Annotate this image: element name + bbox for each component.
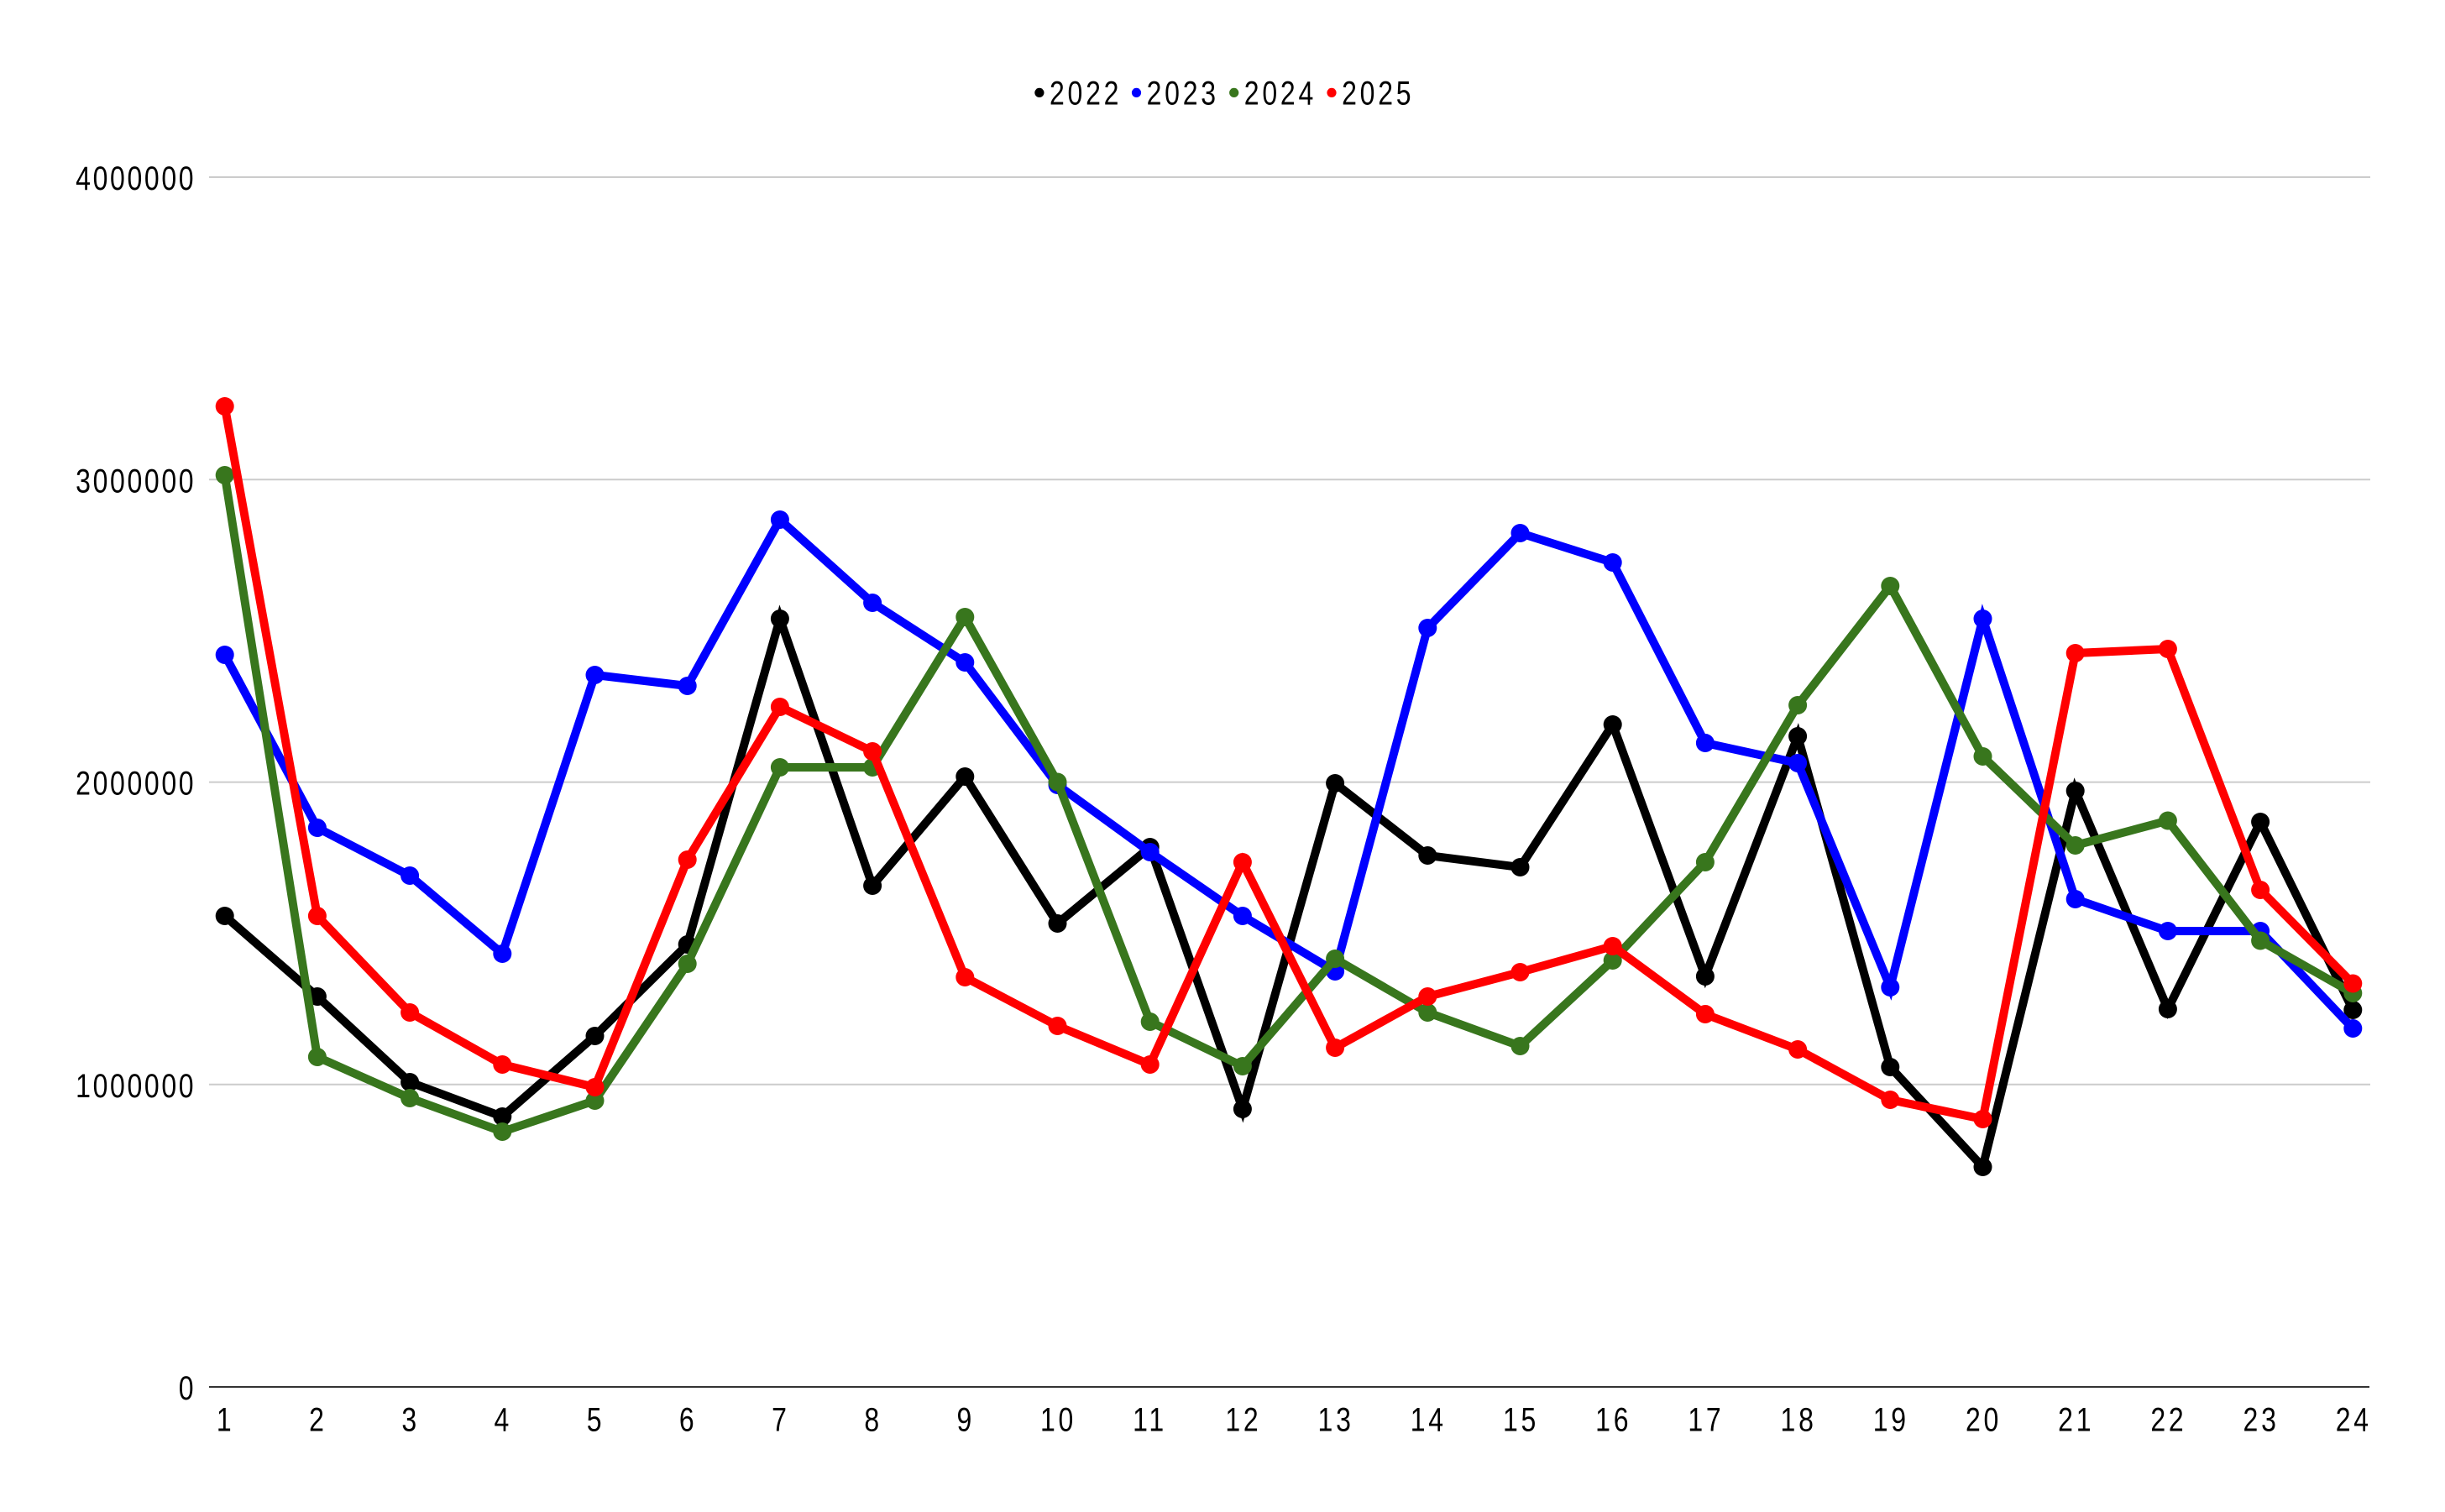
svg-text:7: 7 [772,1400,790,1438]
svg-text:5: 5 [587,1400,605,1438]
svg-text:20: 20 [1966,1400,2002,1438]
svg-text:2025: 2025 [1342,74,1414,112]
svg-text:4: 4 [495,1400,513,1438]
svg-text:2000000: 2000000 [76,764,196,802]
svg-text:12: 12 [1225,1400,1261,1438]
svg-text:19: 19 [1873,1400,1909,1438]
svg-text:3000000: 3000000 [76,462,196,500]
svg-text:0: 0 [179,1369,196,1407]
svg-text:24: 24 [2336,1400,2372,1438]
svg-text:2024: 2024 [1244,74,1317,112]
svg-text:15: 15 [1503,1400,1539,1438]
svg-text:9: 9 [957,1400,976,1438]
svg-text:2: 2 [309,1400,327,1438]
svg-text:16: 16 [1595,1400,1631,1438]
svg-text:8: 8 [864,1400,882,1438]
svg-text:17: 17 [1688,1400,1724,1438]
svg-text:21: 21 [2058,1400,2094,1438]
svg-text:23: 23 [2243,1400,2280,1438]
svg-text:13: 13 [1318,1400,1354,1438]
svg-text:2022: 2022 [1050,74,1122,112]
svg-text:11: 11 [1133,1400,1167,1438]
svg-text:3: 3 [401,1400,420,1438]
svg-text:2023: 2023 [1147,74,1219,112]
svg-text:1000000: 1000000 [76,1066,196,1104]
svg-text:14: 14 [1411,1400,1447,1438]
svg-text:18: 18 [1781,1400,1817,1438]
svg-text:10: 10 [1040,1400,1076,1438]
svg-text:6: 6 [679,1400,698,1438]
svg-text:4000000: 4000000 [76,160,196,197]
svg-text:22: 22 [2150,1400,2186,1438]
svg-text:1: 1 [217,1400,235,1438]
